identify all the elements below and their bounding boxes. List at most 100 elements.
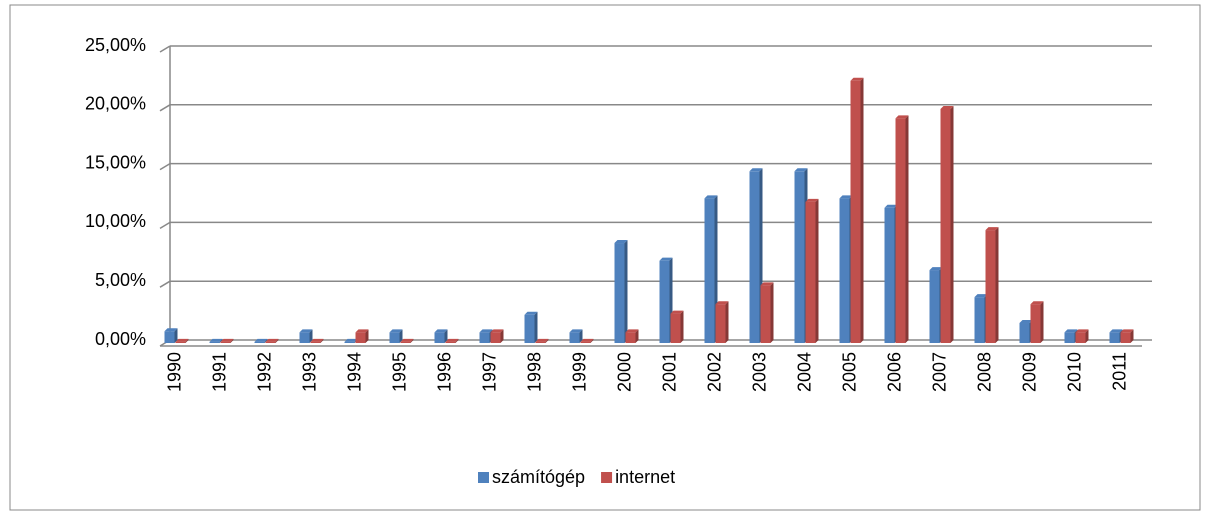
bar (535, 341, 546, 343)
bar (344, 341, 355, 343)
bar-side (815, 198, 819, 343)
bar-top (884, 204, 898, 208)
bar-top (625, 329, 639, 333)
bar-top (1019, 320, 1033, 324)
bar-top (1120, 329, 1134, 333)
bar-top (254, 338, 268, 342)
y-tick-label: 15,00% (85, 152, 146, 172)
grid-slant (159, 162, 171, 171)
bar-top (535, 338, 549, 342)
bar (220, 341, 231, 343)
bar (1019, 323, 1030, 343)
bar-side (309, 329, 313, 343)
bar (310, 341, 321, 343)
x-tick-label: 2007 (929, 352, 949, 392)
bar-top (1064, 329, 1078, 333)
x-tick-label: 1991 (209, 352, 229, 392)
y-tick-label: 5,00% (95, 270, 146, 290)
bar-top (1075, 329, 1089, 333)
bar-side (860, 77, 864, 343)
bar-side (545, 338, 549, 343)
bar-top (1030, 301, 1044, 305)
bar-top (344, 338, 358, 342)
bar (175, 341, 186, 343)
bar (569, 332, 580, 343)
grid-slant (159, 104, 171, 112)
x-tick-label: 1998 (524, 352, 544, 392)
x-tick-label: 2002 (704, 352, 724, 392)
bar (895, 118, 906, 343)
bar-side (320, 338, 324, 343)
bar-top (974, 294, 988, 298)
bar-side (1085, 329, 1089, 343)
bar-top (220, 338, 234, 342)
bar-side (590, 338, 594, 343)
x-tick-label: 1994 (344, 352, 364, 392)
bar (1064, 332, 1075, 343)
bar (389, 332, 400, 343)
x-tick-label: 2009 (1019, 352, 1039, 392)
bar-top (479, 329, 493, 333)
bar-top (569, 329, 583, 333)
x-tick-label: 2000 (614, 352, 634, 392)
bar (614, 243, 625, 343)
x-tick-label: 2005 (839, 352, 859, 392)
bar-top (175, 338, 189, 342)
bar-top (839, 195, 853, 199)
bar (749, 171, 760, 343)
bar-top (704, 195, 718, 199)
bar (1075, 332, 1086, 343)
x-tick-label: 1995 (389, 352, 409, 392)
y-tick-label: 10,00% (85, 211, 146, 231)
legend-swatch (478, 472, 489, 483)
bar (670, 313, 681, 343)
bar-top (580, 338, 594, 342)
bar (265, 341, 276, 343)
x-tick-label: 2010 (1064, 352, 1084, 392)
y-tick-label: 25,00% (85, 35, 146, 55)
bar-side (1130, 329, 1134, 343)
bar-top (895, 115, 909, 119)
bar (974, 297, 985, 343)
bar (1030, 304, 1041, 343)
bar (805, 201, 816, 343)
x-tick-label: 1990 (164, 352, 184, 392)
bar-side (185, 338, 189, 343)
bar-top (749, 168, 763, 172)
bar-top (985, 227, 999, 231)
bar (490, 332, 501, 343)
grid-slant (159, 45, 171, 53)
bar-top (1109, 329, 1123, 333)
x-tick-label: 1999 (569, 352, 589, 392)
bar-top (209, 338, 223, 342)
bar-side (410, 338, 414, 343)
bar (524, 314, 535, 343)
bar (209, 341, 220, 343)
bar (884, 207, 895, 343)
bar (1109, 332, 1120, 343)
bar-top (670, 310, 684, 314)
bar-side (275, 338, 279, 343)
bar-top (614, 240, 628, 244)
bar-top (434, 329, 448, 333)
chart-border (9, 4, 1201, 511)
legend-label: számítógép (492, 467, 585, 487)
bar-top (355, 329, 369, 333)
bar (355, 332, 366, 343)
bar-top (794, 168, 808, 172)
bar (985, 230, 996, 343)
x-tick-label: 1992 (254, 352, 274, 392)
bar-top (524, 311, 538, 315)
bar (704, 198, 715, 343)
bar (254, 341, 265, 343)
bar-top (715, 301, 729, 305)
x-tick-label: 2008 (974, 352, 994, 392)
bar-side (624, 240, 628, 343)
bar-top (805, 198, 819, 202)
legend-label: internet (615, 467, 675, 487)
y-tick-label: 20,00% (85, 94, 146, 114)
bar (1120, 332, 1131, 343)
bar-side (230, 338, 234, 343)
bar-top (940, 105, 954, 109)
bar-side (444, 329, 448, 343)
